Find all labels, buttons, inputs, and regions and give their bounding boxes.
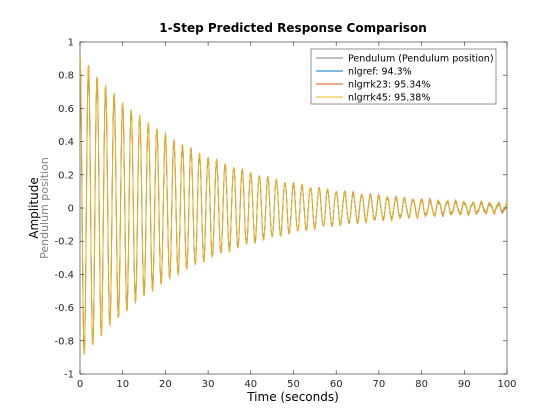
ticks-layer: 0 10 20 30 40 50 60 70 80 90 100-1-0.8-0.6-0.4-0.2… <box>54 38 516 391</box>
chart-title: 1-Step Predicted Response Comparison <box>159 21 427 35</box>
x-tick-label-1: 10 <box>116 379 129 390</box>
series-layer <box>79 55 508 355</box>
y-tick-label-9: 0.8 <box>58 71 74 82</box>
y-tick-label-10: 1 <box>68 38 74 49</box>
x-tick-label-3: 30 <box>202 379 215 390</box>
y-tick-label-6: 0.2 <box>58 170 74 181</box>
x-tick-label-9: 90 <box>458 379 471 390</box>
x-tick-label-0: 0 <box>77 379 83 390</box>
legend-label-1: Pendulum (Pendulum position) <box>348 54 494 65</box>
y-tick-label-8: 0.6 <box>58 104 74 115</box>
x-tick-label-7: 70 <box>373 379 386 390</box>
legend-label-2: nlgref: 94.3% <box>348 67 412 78</box>
y-tick-label-1: -0.8 <box>54 336 74 347</box>
y-tick-label-7: 0.4 <box>58 137 74 148</box>
y-tick-label-4: -0.2 <box>54 237 74 248</box>
x-tick-label-8: 80 <box>415 379 428 390</box>
x-tick-label-5: 50 <box>287 379 300 390</box>
legend: Pendulum (Pendulum position) nlgref: 94.3… <box>310 48 497 105</box>
y-tick-label-0: -1 <box>64 370 74 381</box>
x-axis-label: Time (seconds) <box>246 390 339 404</box>
y-axis-label: Amplitude <box>27 177 41 239</box>
x-tick-label-4: 40 <box>244 379 257 390</box>
series-line-4 <box>79 55 508 355</box>
x-tick-label-10: 100 <box>497 379 516 390</box>
y-axis-sublabel: Pendulum position <box>38 157 51 259</box>
x-tick-label-6: 60 <box>330 379 343 390</box>
legend-label-3: nlgrrk23: 95.34% <box>348 80 430 91</box>
legend-label-4: nlgrrk45: 95.38% <box>348 93 430 104</box>
y-tick-label-3: -0.4 <box>54 270 74 281</box>
y-tick-label-5: 0 <box>68 204 74 215</box>
legend-entries: Pendulum (Pendulum position) nlgref: 94.3… <box>316 54 494 104</box>
y-tick-label-2: -0.6 <box>54 303 74 314</box>
x-tick-label-2: 20 <box>159 379 172 390</box>
